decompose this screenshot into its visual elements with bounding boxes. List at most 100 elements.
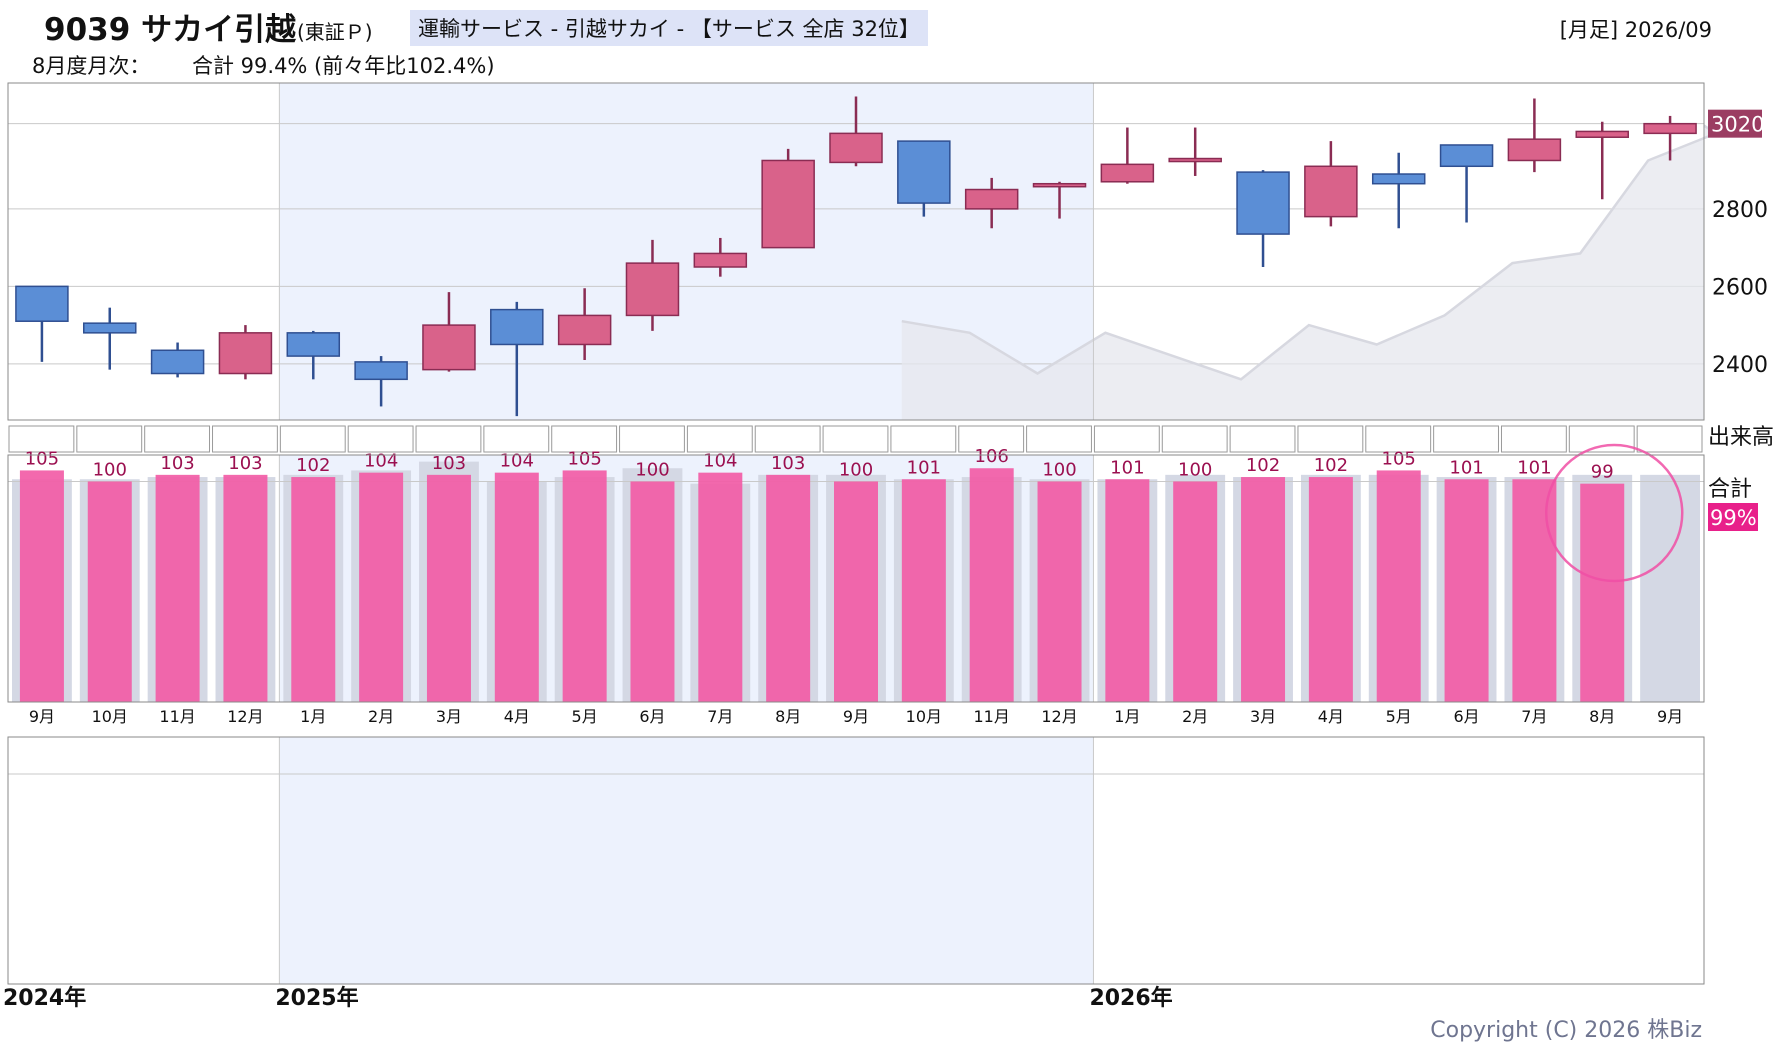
month-label: 2月 (1182, 707, 1208, 726)
volume-cell (483, 425, 550, 453)
sales-bar (1241, 477, 1286, 702)
sales-value-label: 100 (635, 459, 669, 480)
sales-value-label: 104 (500, 451, 534, 472)
candle-body (557, 314, 612, 346)
sales-bar (155, 474, 200, 702)
candle-body (625, 262, 680, 317)
year-label: 2024年 (3, 985, 86, 1011)
month-label: 10月 (92, 707, 128, 726)
sales-value-label: 101 (1110, 457, 1144, 478)
panel-border (7, 736, 1705, 985)
year-shade (279, 737, 1094, 984)
sales-bar (969, 468, 1014, 702)
sales-bar (291, 477, 336, 702)
volume-cell (1433, 425, 1499, 453)
candle-body (693, 252, 748, 268)
sales-bar (766, 474, 811, 702)
month-label: 11月 (159, 707, 195, 726)
candle-body (150, 349, 205, 375)
sales-value-label: 100 (1178, 459, 1212, 480)
sector-badge: 運輸サービス - 引越サカイ - 【サービス 全店 32位】 (410, 10, 928, 46)
sales-current-tag (1708, 503, 1758, 531)
month-label: 9月 (1657, 707, 1683, 726)
sales-value-label: 103 (160, 453, 194, 474)
sales-bar (494, 472, 539, 702)
sales-value-label: 106 (975, 446, 1009, 467)
stock-title: 9039 サカイ引越 (44, 12, 297, 48)
month-label: 4月 (504, 707, 530, 726)
month-label: 2月 (368, 707, 394, 726)
sales-value-label: 104 (364, 451, 398, 472)
volume-cell (8, 425, 75, 453)
volume-cell (1026, 425, 1092, 453)
sales-value-label: 102 (1314, 455, 1348, 476)
sales-bar (87, 481, 132, 702)
sales-value-label: 100 (1042, 459, 1076, 480)
price-tick-label: 2800 (1712, 198, 1768, 223)
sales-value-label: 104 (703, 451, 737, 472)
month-label: 7月 (707, 707, 733, 726)
exchange-label: (東証Ｐ) (297, 20, 373, 44)
month-label: 3月 (436, 707, 462, 726)
sales-value-label: 100 (93, 459, 127, 480)
month-label: 9月 (843, 707, 869, 726)
price-tick-label: 2600 (1712, 275, 1768, 300)
volume-cell (619, 425, 685, 453)
moving-average-area (901, 125, 1716, 420)
moving-average-line (901, 124, 1719, 381)
monthly-total-text: 合計 99.4% (前々年比102.4%) (192, 54, 495, 78)
month-label: 12月 (227, 707, 263, 726)
volume-cell (1161, 425, 1228, 453)
volume-cell (822, 425, 889, 453)
candle-body (1236, 171, 1290, 235)
volume-cell (1229, 425, 1296, 453)
sales-bar (1308, 477, 1353, 702)
volume-cell (1500, 425, 1567, 453)
sales-value-label: 103 (432, 453, 466, 474)
volume-cell (415, 425, 482, 453)
sales-value-label: 105 (567, 448, 601, 469)
candle-body (286, 332, 341, 357)
monthly-report-label: 8月度月次： (32, 54, 151, 78)
period-label: [月足] 2026/09 (1559, 18, 1712, 42)
price-tick-label: 2400 (1712, 353, 1768, 378)
candle-body (218, 332, 273, 375)
sales-bar (19, 470, 64, 702)
volume-cell (144, 425, 211, 453)
month-label: 5月 (1386, 707, 1412, 726)
volume-cell (686, 425, 753, 453)
month-label: 3月 (1250, 707, 1276, 726)
candle-body (1439, 144, 1494, 168)
candle-body (1575, 130, 1629, 138)
panel-border (7, 82, 1705, 421)
candle-body (1643, 122, 1697, 135)
sales-value-label: 101 (907, 457, 941, 478)
volume-cell (76, 425, 143, 453)
candle-body (83, 322, 137, 334)
sales-bar (1173, 481, 1218, 702)
sales-bar (359, 472, 404, 702)
month-label: 10月 (906, 707, 942, 726)
last-price-label: 3020 (1711, 113, 1764, 137)
sales-bar (562, 470, 607, 702)
sales-value-label: 100 (839, 459, 873, 480)
sales-bar (630, 481, 675, 702)
candle-body (1032, 182, 1087, 188)
volume-label: 出来高 (1708, 425, 1774, 450)
sales-value-label: 99 (1591, 462, 1614, 483)
volume-cell (958, 425, 1025, 453)
candle-body (897, 140, 951, 204)
month-label: 6月 (1453, 707, 1479, 726)
volume-cell (551, 425, 618, 453)
sales-value-label: 105 (1382, 448, 1416, 469)
sales-current-value: 99% (1710, 506, 1757, 530)
candle-body (1507, 138, 1562, 162)
year-label: 2026年 (1089, 985, 1172, 1011)
volume-cell (1365, 425, 1432, 453)
sales-bar (223, 474, 268, 702)
candle-body (422, 324, 476, 371)
sales-value-label: 101 (1517, 457, 1551, 478)
volume-cell (279, 425, 346, 453)
year-shade (279, 455, 1094, 702)
